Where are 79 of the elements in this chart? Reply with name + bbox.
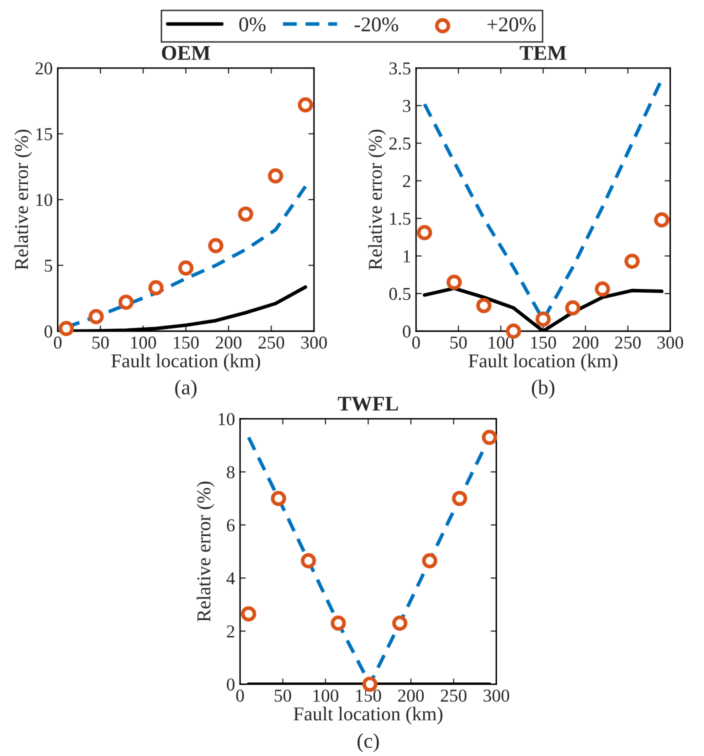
chart-title: TWFL: [338, 396, 398, 411]
y-axis-title: Relative error (%): [14, 130, 32, 270]
y-tick-label: 2.5: [389, 138, 410, 150]
x-axis-title: Fault location (km): [294, 706, 442, 724]
x-tick-label: 150: [531, 336, 556, 349]
point: [392, 616, 408, 631]
point: [178, 260, 194, 276]
point: [446, 274, 462, 290]
point: [268, 168, 284, 184]
point: [148, 280, 164, 296]
x-tick-label: 300: [658, 336, 684, 349]
x-tick-label: 250: [615, 336, 641, 349]
x-axis-title: Fault location (km): [468, 354, 618, 372]
point: [240, 606, 256, 622]
x-tick-label: 200: [398, 690, 424, 702]
x-tick-label: 150: [174, 336, 199, 349]
y-tick-label: 10: [218, 413, 235, 426]
y-tick-label: 0: [226, 678, 235, 691]
y-tick-label: 10: [36, 194, 52, 206]
x-axis-title: Fault location (km): [111, 354, 260, 372]
x-tick-label: 100: [488, 336, 514, 349]
y-tick-label: 5: [44, 260, 52, 272]
point: [594, 281, 610, 297]
legend-label: 0%: [239, 17, 266, 32]
point: [88, 309, 104, 324]
x-tick-label: 300: [484, 690, 510, 702]
point: [482, 430, 498, 446]
x-tick-label: 250: [258, 336, 284, 349]
point: [58, 320, 74, 336]
point: [422, 553, 438, 568]
x-tick-label: 50: [450, 336, 467, 349]
legend-label: +20%: [487, 17, 536, 32]
y-tick-label: 0: [44, 325, 52, 338]
x-tick-label: 0: [54, 336, 62, 349]
y-tick-label: 2: [226, 625, 234, 638]
x-tick-label: 50: [92, 336, 109, 349]
y-tick-label: 15: [36, 128, 52, 140]
y-tick-label: 4: [226, 572, 235, 584]
x-tick-label: 200: [572, 336, 598, 349]
point: [300, 553, 316, 568]
y-tick-label: 2: [402, 175, 410, 188]
point: [416, 225, 432, 240]
point: [624, 254, 640, 269]
point: [238, 206, 254, 222]
point: [654, 212, 670, 228]
point: [208, 238, 224, 254]
x-tick-label: 100: [131, 336, 156, 349]
y-tick-label: 6: [226, 519, 235, 532]
y-axis-title: Relative error (%): [196, 482, 214, 622]
point: [452, 490, 468, 506]
y-tick-label: 0.5: [389, 288, 410, 300]
chart-title: OEM: [162, 46, 210, 60]
chart-title: TEM: [520, 46, 566, 60]
x-tick-label: 100: [314, 690, 338, 702]
y-tick-label: 3.5: [389, 62, 410, 75]
x-tick-label: 250: [440, 690, 466, 702]
point: [270, 490, 286, 506]
x-tick-label: 0: [412, 336, 420, 349]
legend-label: -20%: [354, 17, 398, 32]
text: (c): [358, 733, 379, 752]
point: [330, 616, 346, 631]
y-tick-label: 20: [36, 62, 52, 74]
y-tick-label: 1.5: [390, 212, 410, 225]
y-tick-label: 3: [403, 100, 410, 112]
y-axis-title: Relative error (%): [368, 130, 386, 270]
x-tick-label: 300: [301, 336, 327, 349]
point: [536, 311, 551, 327]
point: [118, 294, 134, 310]
text: (b): [532, 380, 554, 399]
x-tick-label: 0: [236, 690, 244, 702]
point: [298, 97, 314, 112]
point: [565, 300, 580, 316]
point: [476, 298, 492, 314]
y-tick-label: 8: [226, 466, 235, 478]
text: (a): [175, 380, 196, 399]
x-tick-label: 200: [216, 336, 242, 349]
y-tick-label: 0: [402, 325, 411, 338]
x-tick-label: 50: [274, 690, 292, 702]
y-tick-label: 1: [404, 250, 410, 262]
